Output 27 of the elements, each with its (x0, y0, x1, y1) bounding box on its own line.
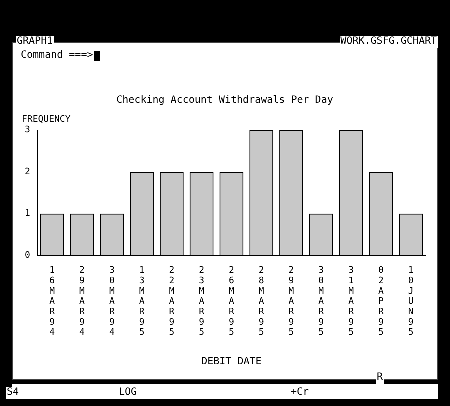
y-tick-label: 2 (24, 167, 30, 178)
x-tick-label: 26MAR95 (229, 266, 235, 338)
x-tick-label: 31MAR95 (348, 266, 355, 338)
text: WORK.GSFG.GCHART (340, 36, 438, 48)
x-tick-label: 22MAR95 (169, 266, 176, 338)
y-axis-title: FREQUENCY (22, 115, 71, 125)
x-tick-label: 30MAR95 (318, 266, 325, 338)
text: R (376, 372, 384, 384)
x-tick-label: 23MAR95 (199, 266, 206, 338)
x-tick-label: 02APR95 (378, 266, 384, 338)
y-tick-label: 0 (24, 250, 30, 261)
text: S4 (6, 387, 20, 399)
x-tick-label: 29MAR94 (80, 266, 86, 338)
x-tick-label: 16MAR94 (50, 266, 56, 338)
text: +Cr (290, 387, 310, 399)
x-tick-label: 30MAR94 (109, 266, 116, 338)
chart-title: Checking Account Withdrawals Per Day (116, 95, 334, 106)
text: Command ===> (20, 50, 94, 62)
x-tick-label: 10JUN95 (408, 266, 414, 338)
x-axis-title: DEBIT DATE (202, 356, 262, 368)
caption: GRAPH1 (16, 36, 54, 48)
text: LOG (118, 387, 138, 399)
x-tick-label: 28MAR95 (258, 266, 265, 338)
y-tick-label: 3 (24, 126, 30, 136)
y-tick-label: 1 (24, 209, 30, 220)
x-tick-label: 13MAR95 (139, 266, 146, 338)
x-tick-label: 29MAR95 (288, 266, 295, 338)
